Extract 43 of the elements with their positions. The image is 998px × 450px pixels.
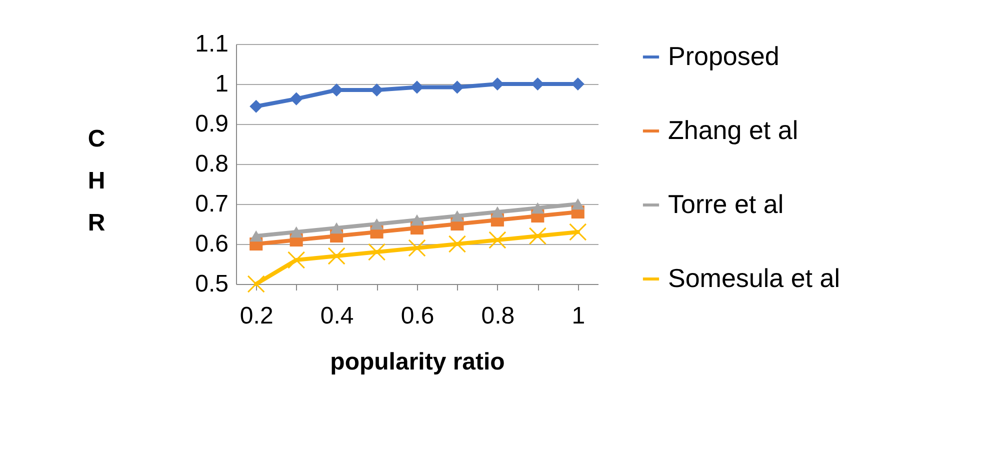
point [250,230,263,242]
y-tick-label: 0.8 [195,150,228,178]
x-tick-label: 0.4 [320,302,354,330]
point [531,202,544,214]
x-tick-label: 0.2 [240,302,274,330]
point [408,239,426,257]
point [370,218,384,230]
y-tick-label: 1 [215,70,228,98]
legend-label: Somesula et al [668,263,840,293]
point [488,231,506,249]
point [490,206,504,218]
y-axis-title: CHR [88,126,106,236]
point [531,77,544,91]
x-tick-label: 1 [572,302,586,330]
point [410,214,424,226]
point [370,83,384,97]
point [490,77,504,91]
y-tick-label: 0.9 [195,110,228,138]
point [571,198,584,210]
y-tick-label: 0.5 [195,270,228,298]
point [288,251,306,269]
legend-label: Torre et al [668,189,784,219]
x-axis-title: popularity ratio [330,348,505,376]
point [247,275,265,293]
point [569,223,587,241]
point [450,80,464,94]
point [368,243,386,261]
x-tick-label: 0.8 [481,302,515,330]
point [330,222,344,234]
point [290,226,303,238]
legend-label: Zhang et al [668,115,798,145]
point [250,100,263,113]
x-tick-label: 0.6 [400,302,434,330]
point [450,210,464,222]
point [410,80,424,94]
y-tick-label: 0.7 [195,190,228,218]
point [328,247,346,265]
y-tick-label: 1.1 [195,30,228,58]
legend-label: Proposed [668,41,780,71]
point [448,235,466,253]
y-tick-label: 0.6 [195,230,228,258]
point [528,227,546,245]
point [290,92,303,106]
